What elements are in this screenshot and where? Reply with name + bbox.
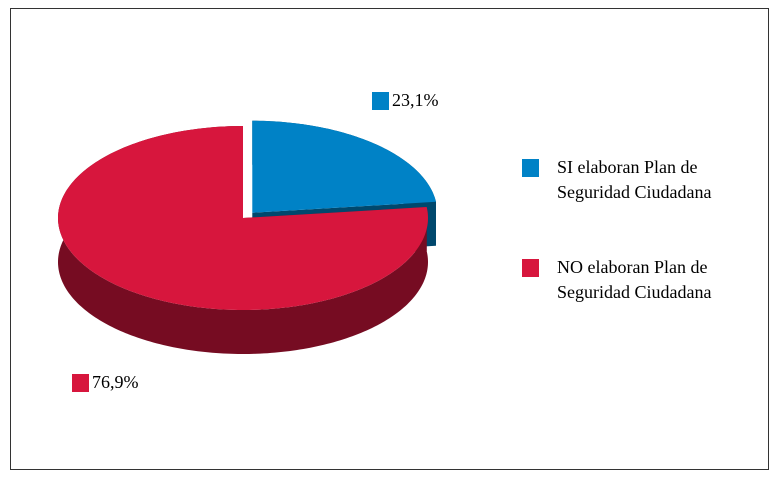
slice-top: [58, 126, 428, 310]
label-swatch: [372, 92, 389, 110]
label-swatch: [72, 374, 89, 392]
slice: [58, 126, 428, 354]
data-label: 23,1%: [392, 90, 439, 110]
legend-swatch: [522, 259, 539, 277]
slice-top: [252, 120, 436, 213]
legend-swatch: [522, 159, 539, 177]
legend-label: SI elaboran Plan de Seguridad Ciudadana: [557, 157, 712, 202]
legend-label: NO elaboran Plan de Seguridad Ciudadana: [557, 257, 712, 302]
data-label: 76,9%: [92, 372, 139, 392]
